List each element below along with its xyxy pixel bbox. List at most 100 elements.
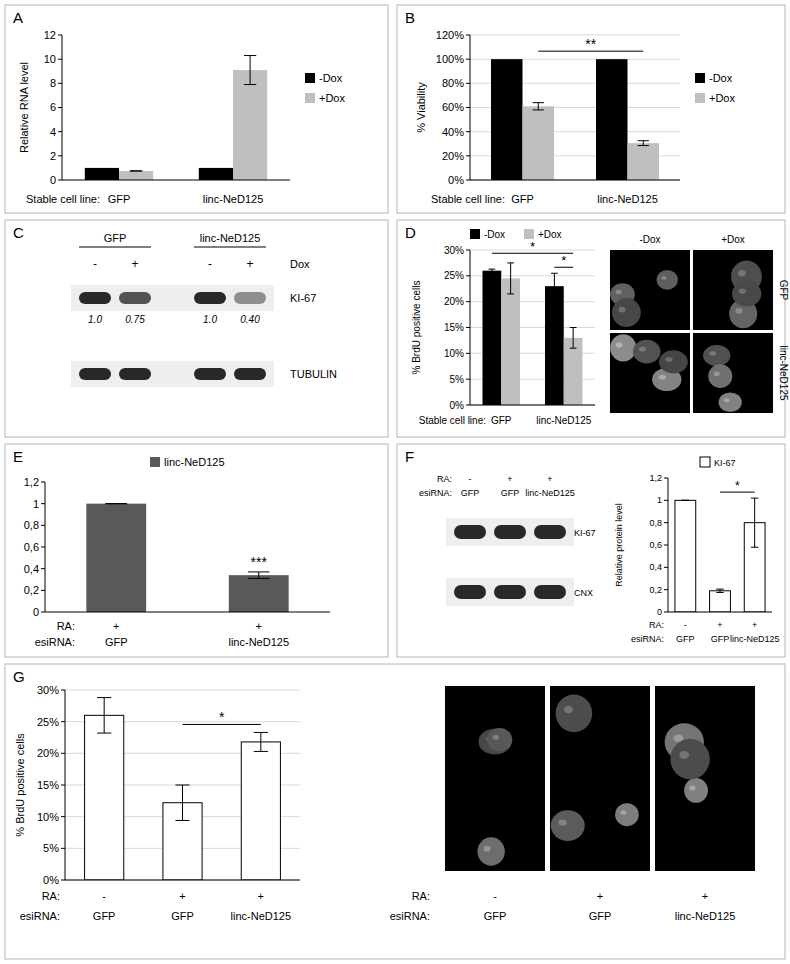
row-label: RA: xyxy=(649,620,664,630)
tick-label: 4 xyxy=(50,126,56,138)
bar xyxy=(628,143,660,180)
nucleus xyxy=(633,340,661,364)
tick-label: GFP xyxy=(711,634,730,644)
bar-chart: 0%5%10%15%20%25%30%% BrdU positive cells… xyxy=(14,684,300,922)
band xyxy=(454,525,486,539)
error-cap xyxy=(570,327,577,328)
tick-label: 8 xyxy=(50,77,56,89)
tick-mark xyxy=(466,83,470,84)
tick-mark xyxy=(466,59,470,60)
tick-mark xyxy=(58,59,62,60)
error-cap xyxy=(489,272,496,273)
group-underline xyxy=(79,247,151,248)
band-label: TUBULIN xyxy=(290,368,337,380)
tick-mark xyxy=(466,379,470,380)
panel-frame xyxy=(397,220,785,437)
band xyxy=(534,525,566,539)
tick-mark xyxy=(466,107,470,108)
error-bar xyxy=(507,263,514,294)
error-bar xyxy=(551,273,558,299)
tick-label: GFP xyxy=(491,415,512,426)
band xyxy=(494,585,526,599)
nucleolus xyxy=(564,706,573,714)
bar xyxy=(483,271,502,405)
row-value: + xyxy=(597,890,603,902)
tick-mark xyxy=(466,327,470,328)
error-bar xyxy=(97,698,111,733)
nucleolus xyxy=(724,398,730,402)
error-cap xyxy=(105,503,127,504)
nucleus xyxy=(719,392,742,412)
error-cap xyxy=(507,262,514,263)
significance: * xyxy=(530,239,535,254)
error-cap xyxy=(254,751,268,752)
error-bar xyxy=(244,56,256,85)
error-cap xyxy=(248,578,270,579)
row-value: + xyxy=(507,474,512,484)
error-cap xyxy=(97,697,111,698)
bar-chart: 024681012Relative RNA levelStable cell l… xyxy=(18,29,345,205)
tick-mark xyxy=(41,547,45,548)
x-axis xyxy=(65,880,300,881)
row-value: - xyxy=(684,620,687,630)
error-cap xyxy=(716,589,723,590)
micrograph-image xyxy=(610,250,690,330)
error-bar xyxy=(682,500,689,501)
bar xyxy=(675,500,696,612)
nucleus xyxy=(556,694,593,732)
nucleus xyxy=(612,298,641,327)
tick-label: 2 xyxy=(50,150,56,162)
error-cap xyxy=(105,503,127,504)
axis-title: Relative RNA level xyxy=(18,62,30,153)
legend-swatch xyxy=(695,73,705,83)
tick-label: 0% xyxy=(43,874,59,886)
row-value: + xyxy=(717,620,722,630)
error-cap xyxy=(751,498,758,499)
y-axis xyxy=(45,482,46,612)
tick-label: 0,2 xyxy=(24,584,39,596)
legend-label: linc-NeD125 xyxy=(164,456,225,468)
nucleolus xyxy=(714,371,720,376)
band-label: KI-67 xyxy=(574,528,596,538)
group-underline xyxy=(194,247,266,248)
marks xyxy=(491,59,659,180)
error-cap xyxy=(638,145,649,146)
row-value: GFP xyxy=(484,910,507,922)
nucleolus xyxy=(616,290,622,294)
tick-label: 0% xyxy=(450,400,465,411)
tick-mark xyxy=(61,721,65,722)
marks xyxy=(85,698,281,880)
row-label: esiRNA: xyxy=(390,910,430,922)
error-cap xyxy=(244,55,256,56)
tick-label: 0,4 xyxy=(24,563,39,575)
error-cap xyxy=(489,269,496,270)
error-cap xyxy=(248,571,270,572)
axis-title: esiRNA: xyxy=(631,634,664,644)
nucleolus xyxy=(739,289,746,294)
grid-line xyxy=(65,690,300,691)
bar xyxy=(523,106,555,180)
significance: *** xyxy=(251,554,268,570)
bar-chart: 00,20,40,60,811,2RA:++esiRNA:GFPlinc-NeD… xyxy=(24,456,330,648)
group-label: GFP xyxy=(104,232,127,244)
error-bar xyxy=(638,141,649,146)
tick-mark xyxy=(41,568,45,569)
nucleolus xyxy=(659,375,666,380)
condition-value: + xyxy=(131,257,138,271)
legend-swatch xyxy=(305,73,315,83)
tick-mark xyxy=(61,753,65,754)
tick-label: 0,8 xyxy=(24,519,39,531)
panel-letter: A xyxy=(13,9,23,26)
blot-strip xyxy=(446,518,574,546)
legend-swatch xyxy=(524,229,534,239)
error-bar xyxy=(254,732,268,751)
row-value: linc-NeD125 xyxy=(525,488,575,498)
tick-label: 12 xyxy=(44,29,56,41)
bar xyxy=(241,742,280,880)
legend-swatch xyxy=(150,457,160,467)
nucleus xyxy=(615,803,639,826)
nucleolus xyxy=(558,819,566,825)
quantification: 0.40 xyxy=(240,314,260,325)
band-label: KI-67 xyxy=(290,292,316,304)
band xyxy=(534,585,566,599)
